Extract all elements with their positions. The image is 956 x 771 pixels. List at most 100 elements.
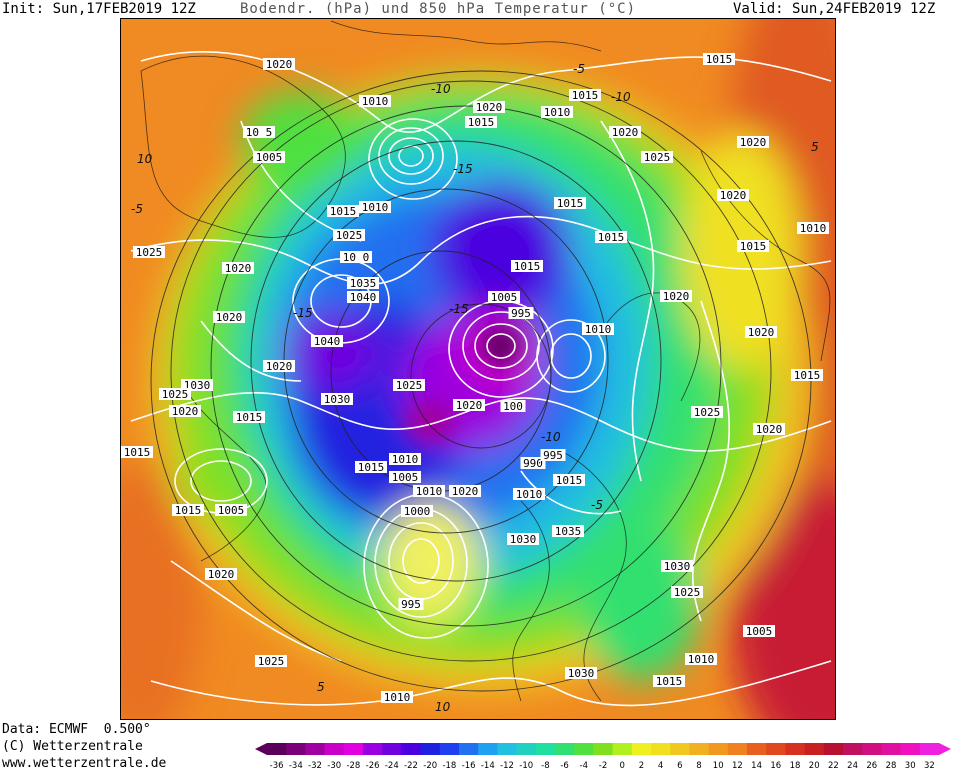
pressure-label-box [569, 89, 601, 101]
pressure-label: 1010 [513, 488, 545, 501]
pressure-label-text: 1020 [266, 360, 293, 373]
pressure-label: 995 [540, 449, 566, 462]
pressure-label-text: 1015 [330, 205, 357, 218]
pressure-label-box [660, 290, 692, 302]
colorbar-tick-label: 2 [639, 761, 644, 770]
pressure-label: 1020 [169, 405, 201, 418]
pressure-label-text: 990 [523, 457, 543, 470]
pressure-label-text: 1010 [800, 222, 827, 235]
pressure-label-box [453, 399, 485, 411]
pressure-label-box [488, 291, 520, 303]
pressure-label-box [121, 446, 153, 458]
colorbar-tick-label: 22 [828, 761, 839, 770]
pressure-label-box [609, 126, 641, 138]
colorbar-cell [420, 743, 441, 755]
website-link[interactable]: www.wetterzentrale.de [2, 756, 167, 771]
pressure-label-box [413, 485, 445, 497]
pressure-label-text: 100 [503, 400, 523, 413]
colorbar-tick-label: 6 [677, 761, 682, 770]
pressure-label: 1020 [753, 423, 785, 436]
pressure-label: 1015 [233, 411, 265, 424]
pressure-label-text: 1020 [756, 423, 783, 436]
pressure-label-box [791, 369, 823, 381]
pressure-label: 1015 [355, 461, 387, 474]
colorbar-cell [535, 743, 556, 755]
pressure-label: 1020 [263, 360, 295, 373]
pressure-label-text: 1020 [456, 399, 483, 412]
pressure-label-box [745, 326, 777, 338]
pressure-label-box [500, 400, 526, 412]
colorbar-cell [689, 743, 710, 755]
pressure-label-text: 1025 [336, 229, 363, 242]
colorbar-tick-label: -14 [481, 761, 495, 770]
colorbar-tick-label: 18 [790, 761, 801, 770]
pressure-label-box [671, 586, 703, 598]
colorbar-tick-label: 8 [696, 761, 701, 770]
pressure-label-text: 1015 [468, 116, 495, 129]
pressure-label: 1025 [641, 151, 673, 164]
pressure-label: 1015 [172, 504, 204, 517]
pressure-label-box [743, 625, 775, 637]
colorbar-tick-label: 16 [770, 761, 781, 770]
pressure-label-box [520, 457, 546, 469]
pressure-label: 1005 [389, 471, 421, 484]
colorbar-cell [823, 743, 844, 755]
pressure-label: 1020 [449, 485, 481, 498]
colorbar-tick-label: -36 [270, 761, 284, 770]
isotherm-label: -15 [293, 306, 313, 320]
colorbar-cell [516, 743, 537, 755]
colorbar-cell [459, 743, 479, 755]
colorbar-tick-label: -26 [366, 761, 380, 770]
pressure-label-box [398, 598, 424, 610]
pressure-label-box [311, 335, 343, 347]
pressure-label-box [691, 406, 723, 418]
colorbar-tick-label: -22 [404, 761, 418, 770]
pressure-label: 1005 [743, 625, 775, 638]
pressure-label-text: 1015 [572, 89, 599, 102]
isotherm-label: 10 [137, 152, 153, 166]
colorbar-tick-label: 14 [751, 761, 762, 770]
pressure-label-text: 1020 [452, 485, 479, 498]
pressure-label-box [381, 691, 413, 703]
pressure-label-box [359, 95, 391, 107]
weather-map: 1020 1010 1005 10 5 1015 1010 1025 10 0 1025 1020… [120, 18, 836, 720]
pressure-label-text: 1020 [225, 262, 252, 275]
pressure-label-box [565, 667, 597, 679]
pressure-label: 1020 [453, 399, 485, 412]
pressure-label-box [685, 653, 717, 665]
pressure-label: 1010 [413, 485, 445, 498]
pressure-label-text: 1010 [362, 201, 389, 214]
pressure-label-box [449, 485, 481, 497]
colorbar-cell [862, 743, 882, 755]
pressure-label-text: 1030 [510, 533, 537, 546]
pressure-label-box [401, 505, 433, 517]
colorbar-cell [900, 743, 921, 755]
pressure-label: 10 0 [340, 251, 372, 264]
pressure-label-box [797, 222, 829, 234]
pressure-label-text: 1015 [740, 240, 767, 253]
pressure-label: 995 [398, 598, 424, 611]
pressure-label-box [389, 453, 421, 465]
pressure-label-box [263, 58, 295, 70]
pressure-label: 1030 [507, 533, 539, 546]
pressure-label-box [737, 240, 769, 252]
pressure-label: 100 [500, 400, 526, 413]
pressure-label-box [393, 379, 425, 391]
pressure-label: 1030 [661, 560, 693, 573]
pressure-label-text: 1020 [476, 101, 503, 114]
pressure-label-text: 1010 [585, 323, 612, 336]
colorbar-cell [382, 743, 402, 755]
colorbar-cell [785, 743, 806, 755]
pressure-label: 1010 [541, 106, 573, 119]
colorbar-cell [574, 743, 594, 755]
colorbar-cell [881, 743, 902, 755]
colorbar-cell [401, 743, 422, 755]
pressure-label-box [263, 360, 295, 372]
pressure-label: 1010 [797, 222, 829, 235]
pressure-label-box [213, 311, 245, 323]
colorbar-tick-label: -10 [519, 761, 533, 770]
pressure-label-box [541, 106, 573, 118]
colorbar-cell [324, 743, 345, 755]
pressure-label-box [703, 53, 735, 65]
init-time-label: Init: Sun,17FEB2019 12Z [2, 1, 196, 17]
